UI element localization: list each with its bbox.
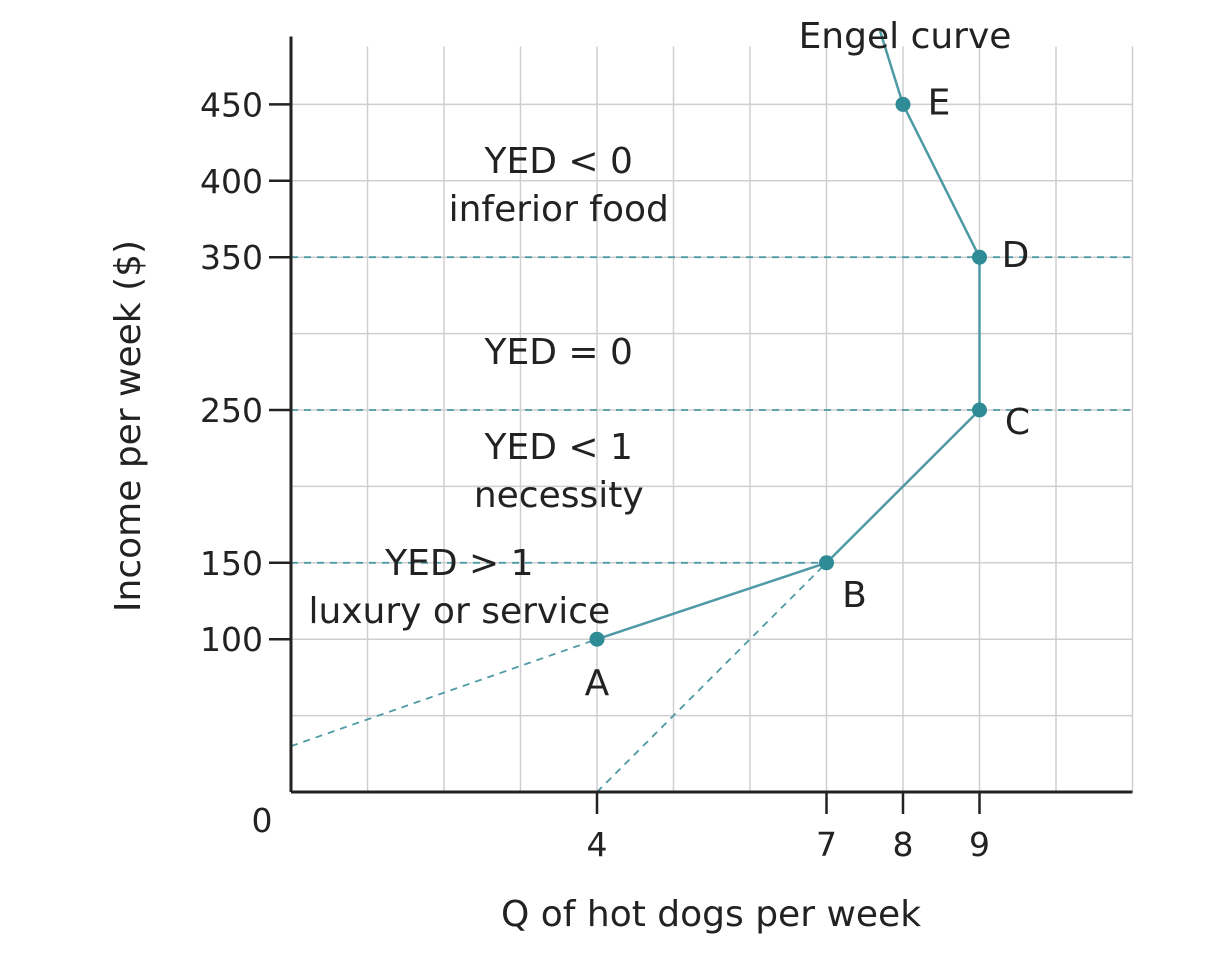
point-label-d: D: [1002, 235, 1030, 276]
region-annotation-line: YED < 0: [484, 141, 633, 182]
origin-label: 0: [252, 801, 273, 840]
region-annotation: YED > 1 luxury or service: [308, 543, 610, 632]
region-annotation-line: YED = 0: [484, 332, 633, 373]
curve-label: Engel curve: [799, 16, 1012, 57]
data-points: A B C D E: [585, 82, 1030, 704]
x-tick-label: 7: [816, 825, 837, 864]
y-tick-label: 150: [200, 544, 263, 583]
y-tick-label: 350: [200, 238, 263, 277]
region-annotation: YED < 0 inferior food: [449, 141, 669, 230]
x-tick-label: 4: [587, 825, 608, 864]
y-tick-label: 100: [200, 620, 263, 659]
x-axis-title: Q of hot dogs per week: [501, 894, 921, 935]
x-tick-label: 9: [969, 825, 990, 864]
point-label-c: C: [1005, 402, 1030, 443]
point-label-a: A: [585, 663, 610, 704]
y-axis-title: Income per week ($): [108, 240, 149, 612]
engel-curve-series: [596, 30, 981, 641]
y-tick-label: 400: [200, 162, 263, 201]
point-d: [972, 249, 987, 265]
y-tick-label: 450: [200, 85, 263, 124]
point-c: [972, 402, 987, 418]
labels: Engel curve Q of hot dogs per week Incom…: [108, 16, 1011, 935]
point-label-e: E: [928, 82, 951, 123]
point-label-b: B: [842, 575, 867, 616]
y-tick-label: 250: [200, 391, 263, 430]
region-annotation-line: luxury or service: [308, 591, 610, 632]
dashed-guide-line: [596, 562, 828, 793]
region-annotation-line: YED < 1: [484, 427, 633, 468]
point-a: [589, 631, 605, 647]
region-annotation-line: YED > 1: [384, 543, 533, 584]
guide-lines: [290, 256, 1133, 793]
point-e: [895, 96, 911, 112]
axes: [289, 36, 1133, 794]
x-tick-label: 8: [893, 825, 914, 864]
engel-curve-line: [596, 30, 981, 641]
region-annotation-line: necessity: [474, 475, 644, 516]
region-annotation-line: inferior food: [449, 189, 669, 230]
annotations: YED < 0 inferior food YED = 0 YED < 1 necess…: [308, 141, 668, 632]
region-annotation: YED = 0: [484, 332, 633, 373]
point-b: [819, 555, 834, 571]
ticks: 100 150 250 350 400 450 4 7 8 9: [200, 85, 990, 864]
dashed-guide-line: [290, 638, 598, 748]
region-annotation: YED < 1 necessity: [474, 427, 644, 516]
